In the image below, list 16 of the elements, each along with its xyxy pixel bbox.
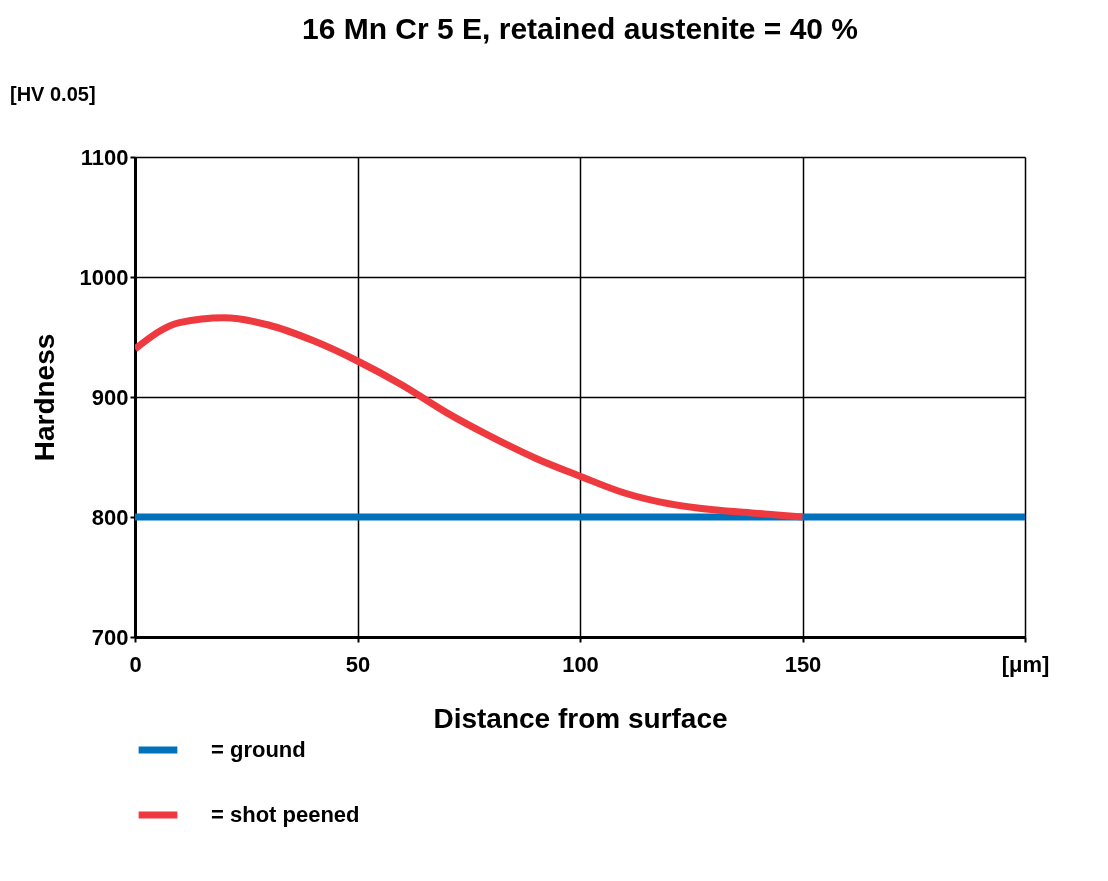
x-tick-label: 150 [784, 651, 822, 677]
legend-label: = shot peened [211, 802, 360, 827]
y-tick-label: 1100 [80, 144, 129, 170]
chart-title: 16 Mn Cr 5 E, retained austenite = 40 % [301, 12, 859, 45]
y-axis-title: Hardness [28, 333, 60, 462]
x-tick-label: 0 [129, 651, 142, 677]
y-tick-label: 1000 [79, 264, 129, 290]
x-tick-label: [μm] [1001, 651, 1050, 677]
y-tick-label: 700 [91, 624, 129, 650]
x-tick-label: 100 [562, 651, 599, 677]
legend-label: = ground [211, 737, 306, 762]
x-tick-label: 50 [345, 651, 371, 677]
y-tick-label: 800 [91, 504, 129, 530]
text: [HV 0.05] [10, 83, 96, 105]
y-tick-label: 900 [91, 384, 129, 410]
x-axis-title: Distance from surface [433, 702, 728, 734]
